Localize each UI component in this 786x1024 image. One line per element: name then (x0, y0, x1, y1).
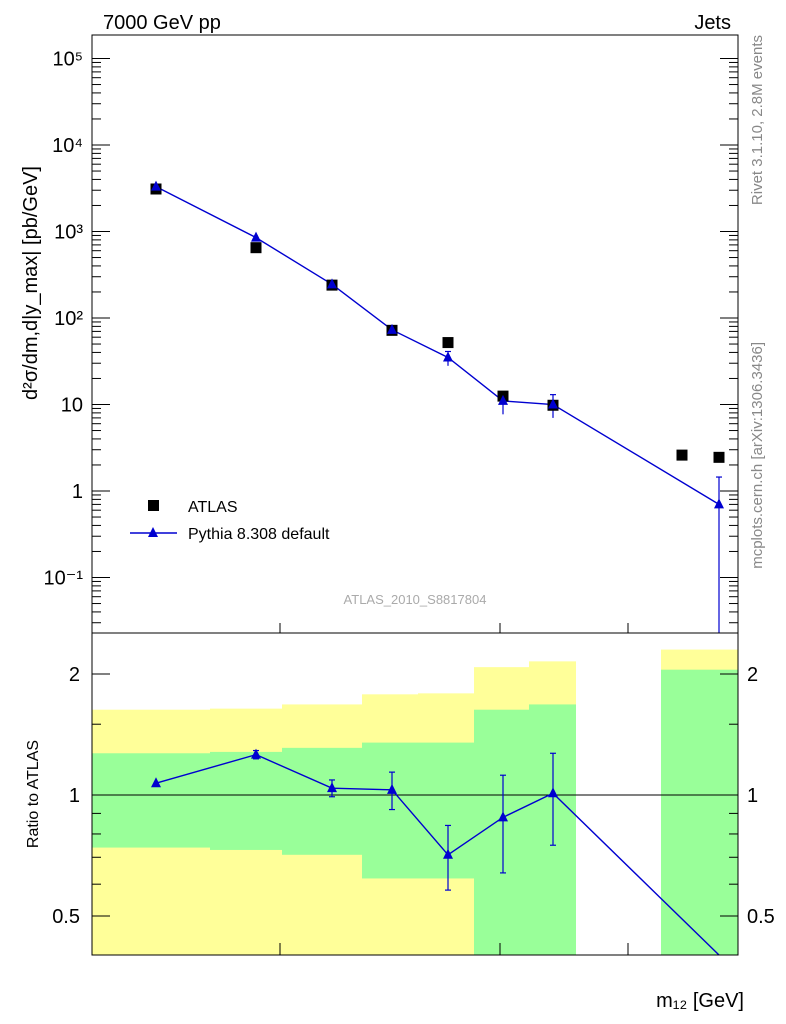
ratio-series-line (155, 753, 720, 956)
ratio-data-point (151, 777, 161, 788)
legend: ATLAS Pythia 8.308 default (130, 499, 330, 543)
process-label: Jets (694, 12, 731, 34)
ratio-data-point (251, 748, 261, 759)
ratio-tick-label-right: 2 (747, 664, 758, 686)
main-tick-label: 10 (61, 395, 83, 417)
ratio-tick-label-left: 1 (69, 785, 80, 807)
atlas-data-point (713, 451, 725, 463)
mc-data-point (327, 278, 337, 289)
uncertainty-band-inner (362, 742, 418, 879)
uncertainty-band-inner (282, 747, 362, 855)
main-frame (91, 34, 739, 634)
mc-data-point (251, 231, 261, 242)
main-tick-label: 10⁵ (52, 49, 83, 71)
mcplots-info: mcplots.cern.ch [arXiv:1306.3436] (749, 342, 766, 569)
atlas-data-point (250, 242, 262, 254)
mc-data-point (714, 498, 724, 509)
main-tick-label: 10⁻¹ (44, 568, 84, 590)
mc-data-point (387, 323, 397, 334)
main-tick-label: 10² (54, 308, 83, 330)
legend-atlas-marker (148, 500, 159, 511)
legend-atlas-label: ATLAS (188, 499, 238, 516)
mc-data-point (498, 394, 508, 405)
energy-label: 7000 GeV pp (103, 12, 221, 34)
main-tick-label: 10³ (54, 222, 83, 244)
ratio-y-label: Ratio to ATLAS (25, 740, 42, 848)
ratio-panel: 0.5 0.5 1 1 2 2 Ratio to ATLAS m₁₂ [GeV] (25, 632, 775, 1012)
main-tick-label: 1 (72, 481, 83, 503)
mc-data-point (443, 351, 453, 362)
ratio-data-point (498, 811, 508, 822)
ratio-tick-label-left: 2 (69, 664, 80, 686)
mc-data-point (548, 398, 558, 409)
ratio-tick-label-right: 0.5 (747, 906, 775, 928)
ratio-tick-label-left: 0.5 (52, 906, 80, 928)
uncertainty-band-inner (661, 669, 738, 955)
ratio-frame (91, 632, 739, 956)
ratio-data-point (387, 783, 397, 794)
uncertainty-band-inner (92, 753, 210, 848)
analysis-watermark: ATLAS_2010_S8817804 (344, 592, 487, 607)
x-axis-label: m₁₂ [GeV] (656, 990, 744, 1012)
uncertainty-band-inner (210, 751, 282, 850)
ratio-data-point (548, 787, 558, 798)
mc-series-line (155, 186, 720, 505)
main-tick-label: 10⁴ (52, 135, 83, 157)
mc-data-point (151, 180, 161, 191)
legend-mc-label: Pythia 8.308 default (188, 526, 330, 543)
atlas-data-point (442, 337, 454, 349)
ratio-tick-label-right: 1 (747, 785, 758, 807)
legend-mc-marker (148, 527, 158, 537)
main-y-label: d²σ/dm,d|y_max| [pb/GeV] (20, 166, 42, 400)
atlas-data-point (676, 449, 688, 461)
rivet-info: Rivet 3.1.10, 2.8M events (749, 35, 766, 205)
uncertainty-band-inner (474, 709, 529, 955)
ratio-data-point (443, 848, 453, 859)
ratio-data-point (327, 782, 337, 793)
